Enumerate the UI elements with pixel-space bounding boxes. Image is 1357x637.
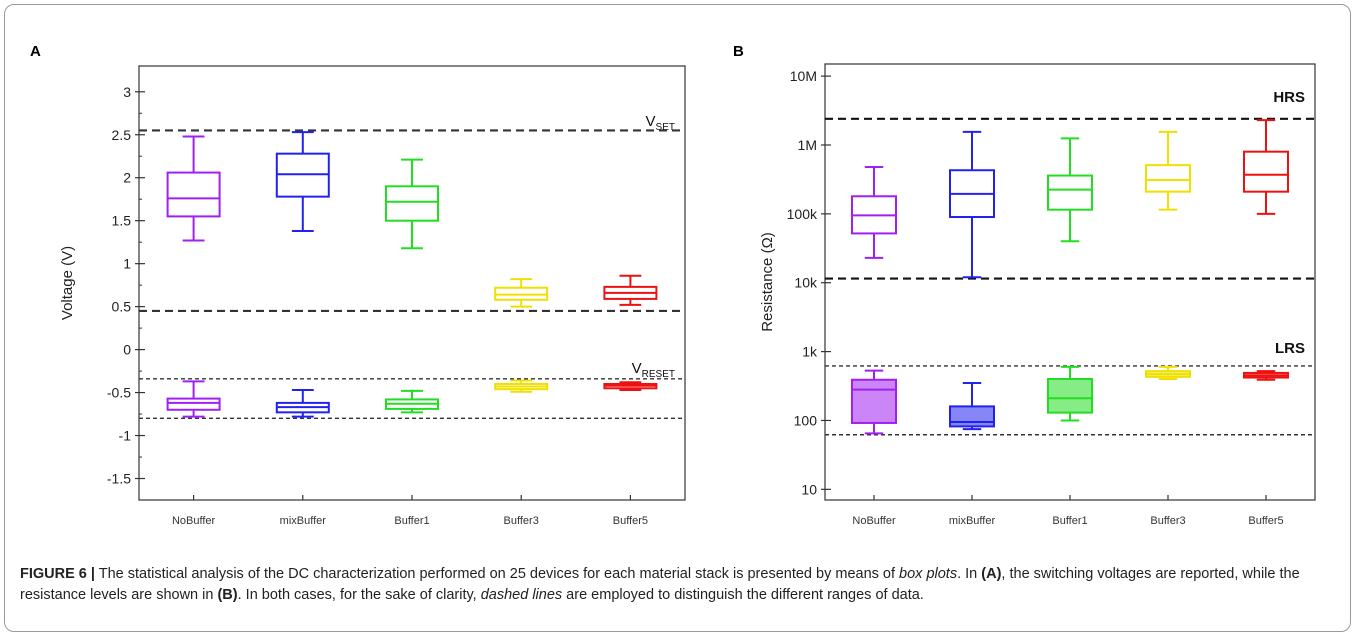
y-tick-label: 1 bbox=[123, 256, 131, 272]
box-reset-buffer1 bbox=[385, 389, 439, 414]
caption-text-5: , the switching voltages are reported, w… bbox=[20, 566, 1300, 603]
y-tick-label: 3 bbox=[123, 84, 131, 100]
x-category-label: mixBuffer bbox=[949, 515, 996, 527]
y-tick-label: 0.5 bbox=[112, 299, 132, 315]
box-reset-buffer3 bbox=[494, 379, 549, 393]
panel-A: A -1.5 -1 -0.5 0 0.5 1 1.5 2 2.5 3 Voltage (V) NoBuf… bbox=[30, 43, 686, 527]
box-iqr bbox=[851, 378, 897, 424]
y-tick-label: 1k bbox=[802, 344, 818, 360]
box-lrs-mixbuffer bbox=[949, 381, 995, 431]
box-lrs-nobuffer bbox=[851, 369, 897, 435]
annotation-label: LRS bbox=[1275, 340, 1305, 357]
box-reset-buffer5 bbox=[603, 381, 658, 391]
figure-charts: A -1.5 -1 -0.5 0 0.5 1 1.5 2 2.5 3 Voltage (V) NoBuf… bbox=[30, 43, 1316, 527]
x-category-label: Buffer1 bbox=[394, 515, 429, 527]
box-reset-nobuffer bbox=[166, 380, 221, 418]
x-category-label: Buffer5 bbox=[1248, 515, 1283, 527]
box-hrs-buffer3 bbox=[1145, 130, 1191, 211]
y-tick-label: 10 bbox=[801, 481, 817, 497]
y-tick-label: -1.5 bbox=[107, 471, 131, 487]
x-category-label: NoBuffer bbox=[172, 515, 216, 527]
caption-text-2: box plots bbox=[899, 566, 958, 582]
box-iqr bbox=[166, 397, 221, 411]
x-category-label: Buffer5 bbox=[613, 515, 648, 527]
panel-label: A bbox=[30, 43, 41, 60]
caption-text-8: dashed lines bbox=[480, 587, 563, 603]
y-tick-label: 0 bbox=[123, 342, 131, 358]
caption-text-3: . In bbox=[957, 566, 982, 582]
panel-label: B bbox=[733, 43, 744, 60]
box-set-buffer5 bbox=[603, 274, 658, 306]
y-tick-label: 1.5 bbox=[112, 213, 132, 229]
y-tick-label: 100 bbox=[794, 412, 818, 428]
annotation-label: VSET bbox=[646, 113, 675, 133]
y-tick-label: 10M bbox=[790, 68, 817, 84]
x-category-label: mixBuffer bbox=[280, 515, 327, 527]
x-category-label: Buffer3 bbox=[504, 515, 539, 527]
box-hrs-nobuffer bbox=[851, 165, 897, 259]
y-tick-label: 2 bbox=[123, 170, 131, 186]
box-set-buffer3 bbox=[494, 278, 549, 308]
figure-frame bbox=[4, 4, 1351, 632]
box-lrs-buffer3 bbox=[1145, 365, 1191, 381]
box-set-nobuffer bbox=[166, 135, 221, 242]
box-lrs-buffer1 bbox=[1047, 365, 1093, 422]
box-hrs-buffer5 bbox=[1243, 119, 1289, 215]
box-iqr bbox=[1145, 164, 1191, 193]
annotation-label: HRS bbox=[1273, 89, 1305, 106]
y-tick-label: 1M bbox=[798, 137, 817, 153]
box-lrs-buffer5 bbox=[1243, 370, 1289, 381]
box-iqr bbox=[385, 185, 439, 222]
y-tick-label: 2.5 bbox=[112, 127, 132, 143]
y-axis-title: Voltage (V) bbox=[59, 246, 76, 320]
y-tick-label: -1 bbox=[119, 428, 132, 444]
caption-text-1: The statistical analysis of the DC chara… bbox=[94, 566, 900, 582]
panel-B: B 10 100 1k 10k 100k 1M 10M Resistance (Ω) NoBuff… bbox=[733, 43, 1316, 527]
caption-text-6: (B) bbox=[217, 587, 238, 603]
x-category-label: Buffer3 bbox=[1150, 515, 1185, 527]
y-tick-label: 100k bbox=[787, 206, 818, 222]
caption-text-4: (A) bbox=[981, 566, 1002, 582]
figure-caption: FIGURE 6 | The statistical analysis of t… bbox=[20, 564, 1335, 606]
caption-text-9: are employed to distinguish the differen… bbox=[562, 587, 924, 603]
x-category-label: NoBuffer bbox=[852, 515, 896, 527]
box-iqr bbox=[1243, 150, 1289, 193]
caption-figure-label: FIGURE 6 | bbox=[20, 566, 95, 582]
y-tick-label: -0.5 bbox=[107, 385, 131, 401]
annotation-label: VRESET bbox=[632, 360, 675, 380]
box-iqr bbox=[1047, 174, 1093, 211]
y-axis-title: Resistance (Ω) bbox=[759, 232, 776, 332]
box-hrs-mixbuffer bbox=[949, 130, 995, 279]
caption-text-7: . In both cases, for the sake of clarity… bbox=[237, 587, 481, 603]
box-hrs-buffer1 bbox=[1047, 137, 1093, 243]
box-iqr bbox=[949, 405, 995, 428]
box-reset-mixbuffer bbox=[275, 388, 330, 418]
x-category-label: Buffer1 bbox=[1052, 515, 1087, 527]
y-tick-label: 10k bbox=[794, 275, 818, 291]
box-iqr bbox=[166, 171, 221, 218]
box-set-mixbuffer bbox=[275, 131, 330, 233]
box-set-buffer1 bbox=[385, 158, 439, 250]
box-iqr bbox=[1047, 378, 1093, 414]
